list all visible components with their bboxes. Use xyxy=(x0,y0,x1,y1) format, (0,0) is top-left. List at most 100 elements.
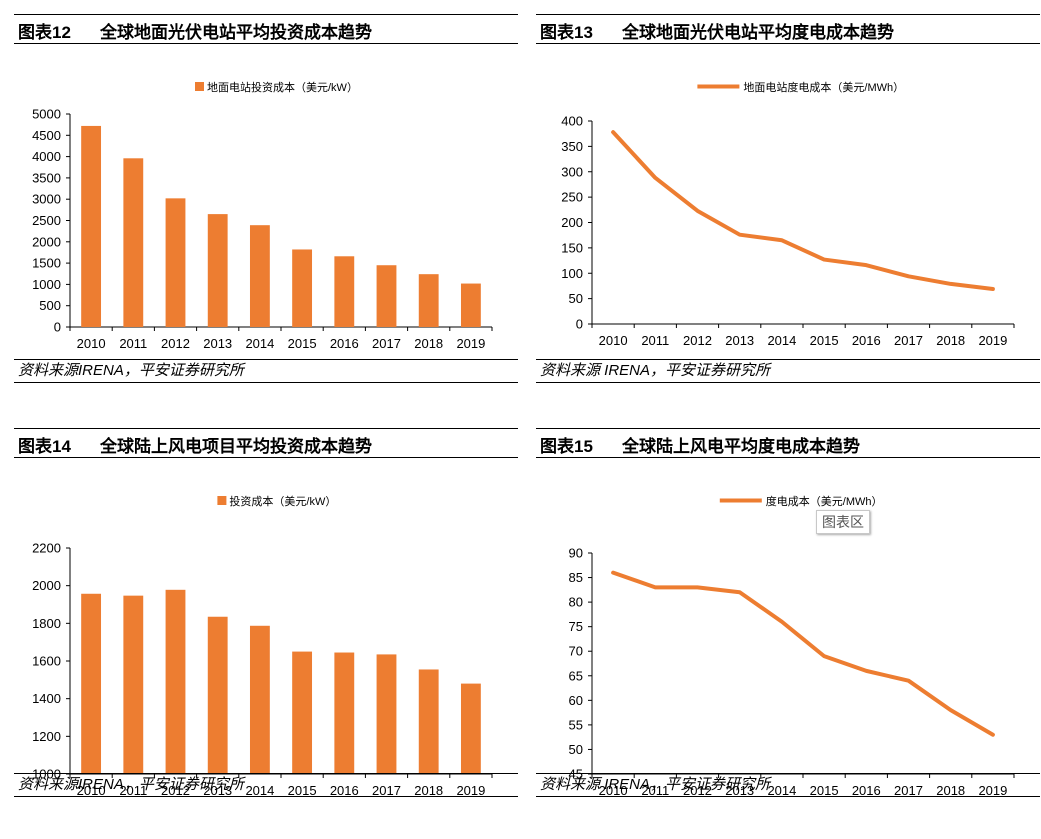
x-tick-label: 2014 xyxy=(245,336,274,351)
y-tick-label: 3500 xyxy=(32,170,61,185)
figure-label: 图表14 xyxy=(18,437,71,456)
chart-panel-investment-wind: 图表14 全球陆上风电项目平均投资成本趋势 投资成本（美元/kW） 1000 120… xyxy=(14,428,518,828)
x-tick-label: 2014 xyxy=(767,333,796,348)
y-tick-label: 1000 xyxy=(32,767,61,782)
legend-swatch xyxy=(217,496,227,505)
chart-plot-area: 地面电站投资成本（美元/kW） 0 500 1000 1500 2000 2500 3000 3… xyxy=(32,80,493,351)
y-tick-label: 70 xyxy=(569,644,583,659)
chart-plot-area: 投资成本（美元/kW） 1000 1200 1400 1600 1800 2000 2200 2… xyxy=(32,494,493,798)
bar xyxy=(376,265,397,327)
bar xyxy=(292,651,313,774)
y-tick-label: 50 xyxy=(569,291,583,306)
legend-label: 投资成本（美元/kW） xyxy=(229,494,336,508)
legend-swatch xyxy=(195,82,204,91)
bar xyxy=(81,125,102,327)
x-tick-label: 2015 xyxy=(810,783,839,798)
chart-title: 全球陆上风电项目平均投资成本趋势 xyxy=(100,437,372,456)
y-tick-label: 350 xyxy=(561,139,583,154)
bar xyxy=(292,249,313,327)
x-tick-label: 2013 xyxy=(203,783,232,798)
x-tick-label: 2018 xyxy=(936,783,965,798)
y-tick-label: 500 xyxy=(39,298,61,313)
y-tick-label: 2200 xyxy=(32,541,61,556)
x-tick-label: 2018 xyxy=(414,783,443,798)
figure-label: 图表13 xyxy=(540,23,593,42)
bar xyxy=(418,274,439,327)
figure-label: 图表12 xyxy=(18,23,71,42)
x-tick-label: 2015 xyxy=(288,336,317,351)
y-tick-label: 4000 xyxy=(32,149,61,164)
bar xyxy=(165,589,186,774)
y-tick-label: 4500 xyxy=(32,128,61,143)
x-tick-label: 2011 xyxy=(119,336,147,351)
x-tick-label: 2017 xyxy=(894,333,923,348)
x-tick-label: 2011 xyxy=(641,333,669,348)
x-tick-label: 2017 xyxy=(372,336,401,351)
source-note: 资料来源IRENA，平安证券研究所 xyxy=(14,359,518,383)
bar xyxy=(460,283,481,327)
y-tick-label: 1000 xyxy=(32,277,61,292)
bar xyxy=(165,198,186,327)
y-tick-label: 65 xyxy=(569,668,583,683)
y-tick-label: 2000 xyxy=(32,578,61,593)
bar xyxy=(334,256,355,327)
legend-label: 地面电站度电成本（美元/MWh） xyxy=(743,80,904,94)
x-tick-label: 2011 xyxy=(119,783,147,798)
y-tick-label: 2500 xyxy=(32,213,61,228)
x-tick-label: 2013 xyxy=(725,333,754,348)
y-tick-label: 100 xyxy=(561,266,583,281)
x-tick-label: 2013 xyxy=(203,336,232,351)
x-tick-label: 2010 xyxy=(599,333,628,348)
source-note: 资料来源 IRENA，平安证券研究所 xyxy=(536,773,1040,797)
legend-label: 地面电站投资成本（美元/kW） xyxy=(207,80,358,94)
chart-title: 全球地面光伏电站平均投资成本趋势 xyxy=(100,23,372,42)
x-tick-label: 2017 xyxy=(372,783,401,798)
y-tick-label: 400 xyxy=(561,114,583,129)
x-tick-label: 2014 xyxy=(767,783,796,798)
bar xyxy=(376,654,397,774)
bar xyxy=(460,683,481,774)
y-tick-label: 2000 xyxy=(32,234,61,249)
y-tick-label: 0 xyxy=(576,317,583,332)
x-tick-label: 2016 xyxy=(330,783,359,798)
panel-title-bar: 图表13 全球地面光伏电站平均度电成本趋势 xyxy=(536,14,1040,44)
chart-title: 全球地面光伏电站平均度电成本趋势 xyxy=(622,23,894,42)
chart-panel-lcoe-pv: 图表13 全球地面光伏电站平均度电成本趋势 地面电站度电成本（美元/MWh） 0 5… xyxy=(536,14,1040,414)
y-tick-label: 80 xyxy=(569,595,583,610)
x-tick-label: 2019 xyxy=(978,783,1007,798)
y-tick-label: 55 xyxy=(569,717,583,732)
chart-area-label[interactable]: 图表区 xyxy=(816,510,870,534)
x-tick-label: 2013 xyxy=(725,783,754,798)
x-tick-label: 2011 xyxy=(641,783,669,798)
x-tick-label: 2010 xyxy=(77,336,106,351)
x-tick-label: 2010 xyxy=(599,783,628,798)
x-tick-label: 2010 xyxy=(77,783,106,798)
legend: 地面电站投资成本（美元/kW） xyxy=(195,80,358,94)
bar xyxy=(418,669,439,774)
y-tick-label: 60 xyxy=(569,693,583,708)
x-tick-label: 2018 xyxy=(414,336,443,351)
y-tick-label: 90 xyxy=(569,546,583,561)
legend-label: 度电成本（美元/MWh） xyxy=(766,494,883,508)
x-tick-label: 2012 xyxy=(161,783,190,798)
x-tick-label: 2019 xyxy=(978,333,1007,348)
x-tick-label: 2017 xyxy=(894,783,923,798)
x-tick-label: 2012 xyxy=(161,336,190,351)
y-tick-label: 5000 xyxy=(32,107,61,122)
x-tick-label: 2018 xyxy=(936,333,965,348)
chart-plot-area: 地面电站度电成本（美元/MWh） 0 50 100 150 200 250 300 350 400… xyxy=(561,80,1015,348)
bar xyxy=(249,625,270,774)
figure-label: 图表15 xyxy=(540,437,593,456)
x-tick-label: 2016 xyxy=(852,783,881,798)
panel-title-bar: 图表12 全球地面光伏电站平均投资成本趋势 xyxy=(14,14,518,44)
bar xyxy=(123,158,144,327)
y-tick-label: 1500 xyxy=(32,256,61,271)
x-tick-label: 2012 xyxy=(683,783,712,798)
x-tick-label: 2016 xyxy=(852,333,881,348)
bar xyxy=(81,593,102,774)
panel-title-bar: 图表15 全球陆上风电平均度电成本趋势 xyxy=(536,428,1040,458)
y-tick-label: 150 xyxy=(561,240,583,255)
bar xyxy=(334,652,355,774)
chart-plot-area: 度电成本（美元/MWh） 45 50 55 60 65 70 75 80 85 90 2010 2011… xyxy=(569,494,1015,798)
series-line xyxy=(611,130,995,291)
